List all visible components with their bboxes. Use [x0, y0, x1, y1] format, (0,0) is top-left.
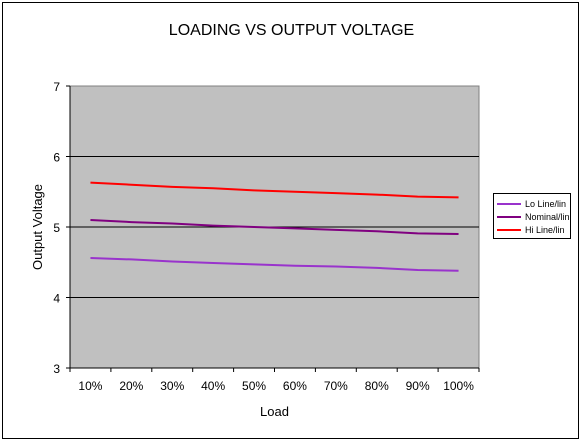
x-tick-label: 40%: [201, 379, 225, 393]
series-line-1: [90, 257, 459, 272]
legend-item: Nominal/lin: [494, 210, 570, 223]
legend-item: Lo Line/lin: [494, 197, 570, 210]
legend: Lo Line/lin Nominal/lin Hi Line/lin: [493, 193, 571, 239]
x-tick-label: 100%: [443, 379, 474, 393]
legend-item: Hi Line/lin: [494, 223, 570, 236]
x-tick-label: 70%: [324, 379, 348, 393]
chart-title: LOADING VS OUTPUT VOLTAGE: [168, 22, 415, 39]
x-axis-ticks: 10% 20% 30% 40% 50% 60% 70% 80% 90% 100%: [69, 368, 480, 393]
x-tick-label: 80%: [365, 379, 389, 393]
x-tick-label: 90%: [406, 379, 430, 393]
legend-label: Hi Line/lin: [525, 224, 565, 235]
series-line-2: [90, 218, 459, 236]
x-tick-label: 20%: [119, 379, 143, 393]
series-lines: [90, 181, 459, 272]
y-tick-label: 3: [53, 362, 60, 376]
y-axis-label: Output Voltage: [30, 184, 45, 270]
legend-swatch: [497, 228, 521, 231]
legend-label: Lo Line/lin: [525, 198, 567, 209]
y-tick-label: 4: [53, 292, 60, 306]
y-tick-label: 6: [53, 151, 60, 165]
x-tick-label: 30%: [160, 379, 184, 393]
legend-label: Nominal/lin: [525, 211, 570, 222]
legend-swatch: [497, 202, 521, 205]
y-tick-label: 7: [53, 80, 60, 94]
y-tick-label: 5: [53, 221, 60, 235]
x-tick-label: 50%: [242, 379, 266, 393]
x-tick-label: 60%: [283, 379, 307, 393]
legend-swatch: [497, 215, 521, 218]
x-axis-label: Load: [260, 404, 289, 419]
series-line-3: [90, 181, 459, 199]
x-tick-label: 10%: [78, 379, 102, 393]
